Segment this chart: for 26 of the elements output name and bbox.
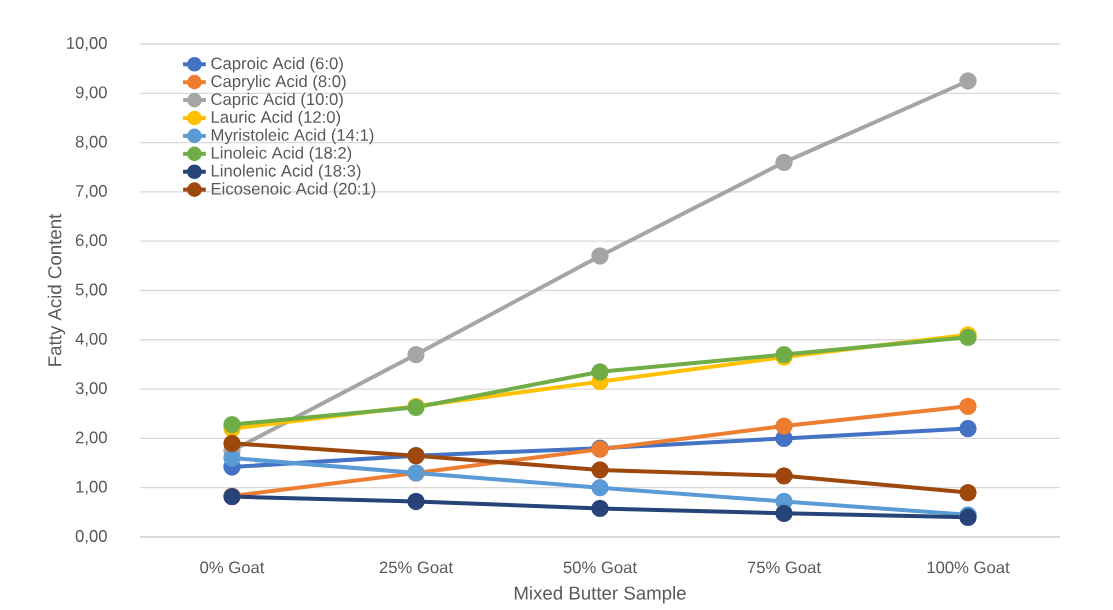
y-tick-label: 2,00 [75,431,107,446]
y-tick-label: 6,00 [75,234,107,249]
legend-label: Myristoleic Acid (14:1) [211,128,374,145]
legend-label: Linolenic Acid (18:3) [211,164,361,180]
y-tick-label: 0,00 [75,530,107,544]
x-tick-label: 75% Goat [747,561,821,574]
x-tick-label: 100% Goat [927,561,1010,574]
legend-label: Capric Acid (10:0) [211,92,343,109]
legend-label: Caproic Acid (6:0) [211,56,343,73]
y-tick-label: 7,00 [75,185,107,199]
x-tick-label: 50% Goat [563,561,637,574]
y-tick-label: 4,00 [75,332,107,347]
x-axis-title: Mixed Butter Sample [514,585,686,604]
y-tick-label: 9,00 [75,86,107,101]
legend-label: Linoleic Acid (18:2) [211,146,352,163]
y-tick-label: 5,00 [75,283,107,298]
y-axis-title: Fatty Acid Content [47,213,66,366]
x-tick-label: 25% Goat [379,561,453,574]
y-tick-label: 1,00 [76,480,107,495]
y-tick-label: 3,00 [75,382,107,396]
legend-label: Caprylic Acid (8:0) [211,74,346,91]
x-tick-label: 0% Goat [200,561,265,574]
y-tick-label: 10,00 [67,37,107,51]
legend-label: Lauric Acid (12:0) [211,110,341,127]
y-tick-label: 8,00 [75,135,107,150]
legend-label: Eicosenoic Acid (20:1) [211,182,376,198]
